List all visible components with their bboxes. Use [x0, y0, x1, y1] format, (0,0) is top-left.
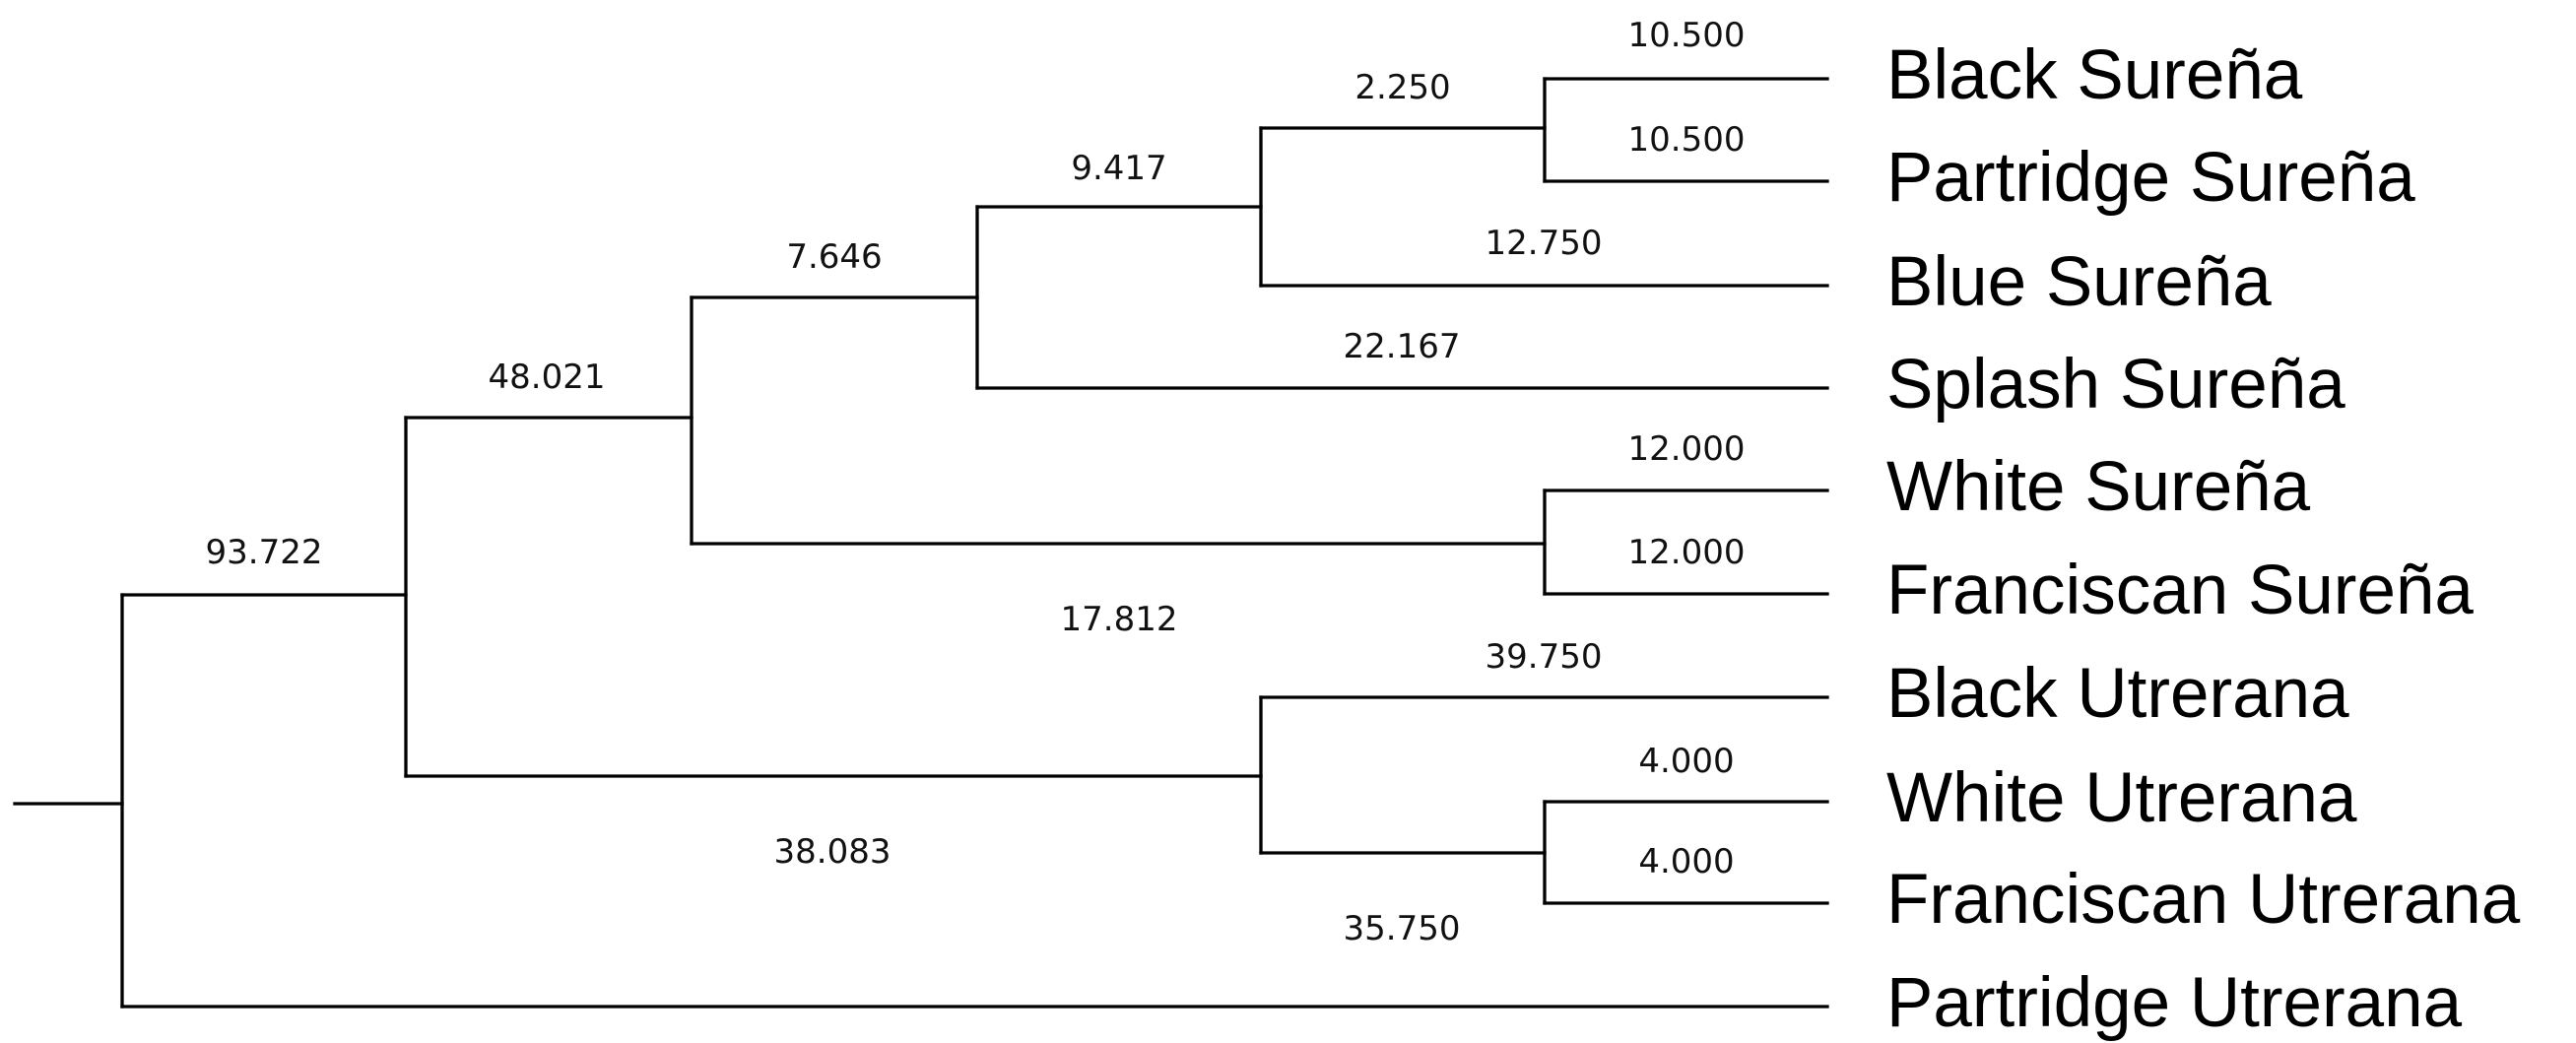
branch-length-label: 7.646: [786, 237, 882, 277]
leaf-label: Black Utrerana: [1886, 655, 2349, 733]
branch-length-label: 12.000: [1628, 429, 1746, 469]
branch-length-label: 9.417: [1071, 149, 1166, 188]
branch-length-label: 39.750: [1486, 637, 1603, 677]
leaf-label: White Sureña: [1886, 448, 2311, 526]
leaf-label: Partridge Utrerana: [1886, 964, 2463, 1042]
leaf-label: White Utrerana: [1886, 759, 2357, 837]
leaf-label: Franciscan Utrerana: [1886, 861, 2521, 939]
branch-length-label: 35.750: [1344, 909, 1461, 948]
branch-length-label: 2.250: [1354, 68, 1450, 107]
branch-length-label: 38.083: [774, 832, 892, 872]
branch-length-label: 4.000: [1638, 842, 1734, 881]
branch-length-label: 10.500: [1628, 16, 1746, 55]
branch-length-label: 4.000: [1638, 742, 1734, 781]
branch-length-label: 48.021: [489, 358, 606, 397]
branch-length-label: 93.722: [206, 533, 323, 572]
leaf-label: Partridge Sureña: [1886, 139, 2415, 217]
leaf-label: Black Sureña: [1886, 36, 2303, 114]
leaf-label: Splash Sureña: [1886, 346, 2345, 424]
branch-length-label: 12.750: [1486, 224, 1603, 263]
leaf-label: Franciscan Sureña: [1886, 552, 2474, 629]
leaf-label: Blue Sureña: [1886, 243, 2272, 321]
branch-length-label: 22.167: [1344, 327, 1461, 366]
branch-length-label: 17.812: [1061, 600, 1178, 639]
branch-length-label: 10.500: [1628, 120, 1746, 160]
branch-length-label: 12.000: [1628, 533, 1746, 572]
